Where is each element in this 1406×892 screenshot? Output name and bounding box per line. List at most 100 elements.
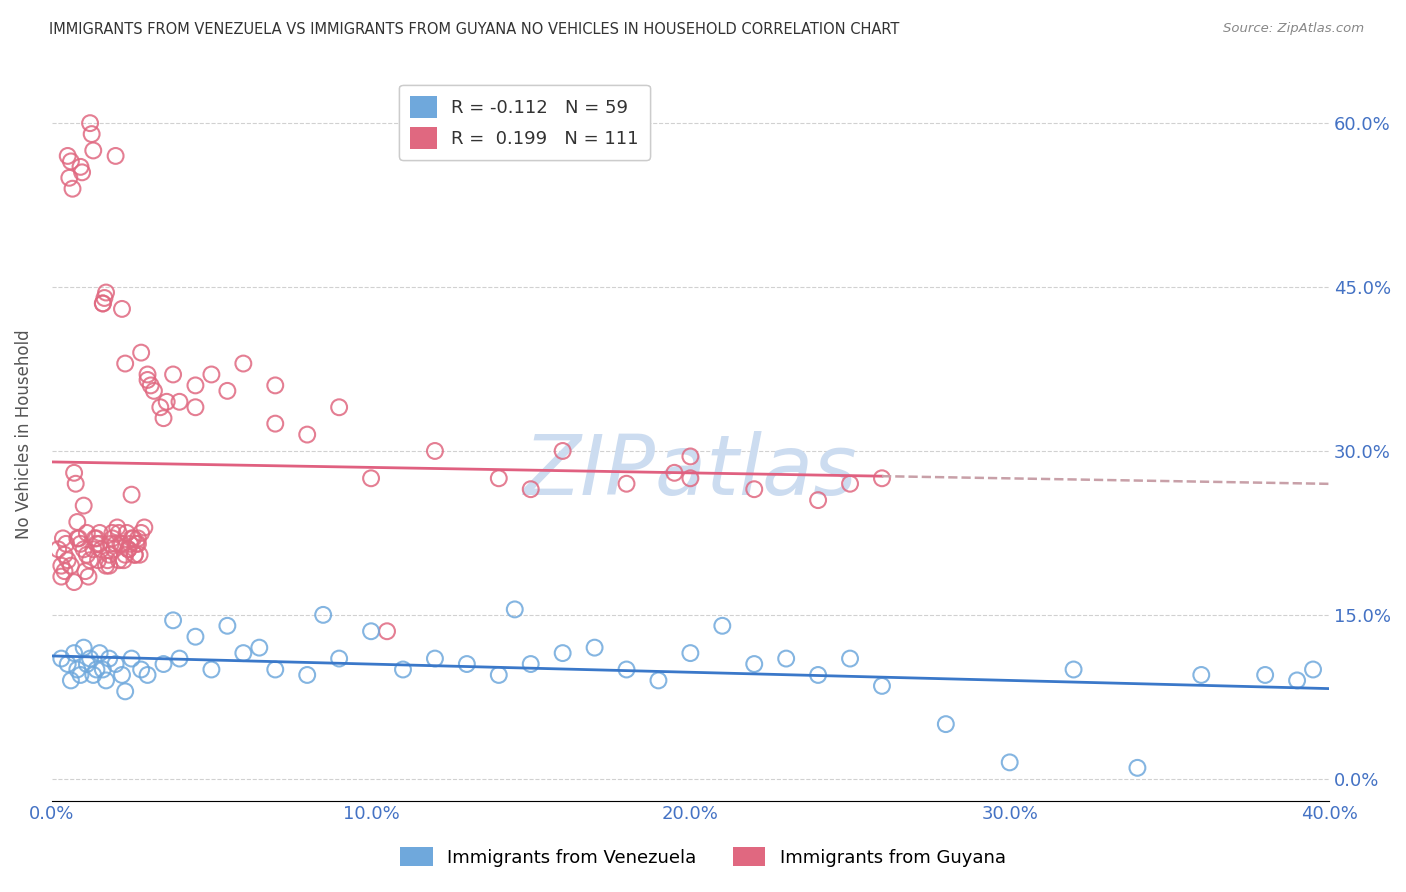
Point [75, 564, 97, 578]
Point [127, 532, 149, 546]
Point [247, 640, 270, 655]
Point [56, 657, 79, 671]
Point [870, 471, 893, 485]
Point [664, 466, 686, 480]
Point [53, 564, 76, 578]
Point [76, 548, 98, 562]
Point [312, 607, 335, 622]
Text: ZIPatlas: ZIPatlas [523, 431, 858, 512]
Point [58, 170, 80, 185]
Point [122, 532, 145, 546]
Point [97, 553, 120, 567]
Text: IMMIGRANTS FROM VENEZUELA VS IMMIGRANTS FROM GUYANA NO VEHICLES IN HOUSEHOLD COR: IMMIGRANTS FROM VENEZUELA VS IMMIGRANTS … [49, 22, 900, 37]
Point [121, 651, 143, 665]
Point [86, 537, 108, 551]
Point [82, 542, 104, 557]
Point [360, 471, 382, 485]
Point [65, 476, 87, 491]
Point [105, 520, 128, 534]
Point [998, 756, 1021, 770]
Point [129, 663, 152, 677]
Point [184, 378, 207, 392]
Point [56, 553, 79, 567]
Point [679, 471, 702, 485]
Point [62, 182, 84, 196]
Point [742, 482, 765, 496]
Point [423, 444, 446, 458]
Point [51, 569, 73, 583]
Point [128, 548, 150, 562]
Point [295, 668, 318, 682]
Legend: Immigrants from Venezuela, Immigrants from Guyana: Immigrants from Venezuela, Immigrants fr… [394, 840, 1012, 874]
Point [79, 116, 101, 130]
Point [360, 624, 382, 639]
Point [73, 640, 96, 655]
Point [112, 553, 135, 567]
Point [124, 548, 146, 562]
Point [1126, 761, 1149, 775]
Point [82, 144, 104, 158]
Point [142, 384, 165, 398]
Point [59, 154, 82, 169]
Point [616, 476, 638, 491]
Point [111, 537, 134, 551]
Point [742, 657, 765, 671]
Point [118, 537, 141, 551]
Point [121, 488, 143, 502]
Point [104, 657, 127, 671]
Point [66, 532, 89, 546]
Point [136, 368, 159, 382]
Point [94, 558, 117, 573]
Point [117, 542, 139, 557]
Point [217, 384, 239, 398]
Point [59, 558, 82, 573]
Point [103, 542, 125, 557]
Point [51, 558, 73, 573]
Point [69, 668, 91, 682]
Point [63, 646, 86, 660]
Point [679, 450, 702, 464]
Point [839, 476, 862, 491]
Point [114, 684, 136, 698]
Point [488, 471, 510, 485]
Point [52, 532, 75, 546]
Point [488, 668, 510, 682]
Point [551, 444, 574, 458]
Point [169, 651, 191, 665]
Point [121, 532, 143, 546]
Point [79, 553, 101, 567]
Point [129, 525, 152, 540]
Point [200, 368, 222, 382]
Point [107, 553, 129, 567]
Point [124, 548, 146, 562]
Point [69, 160, 91, 174]
Point [55, 537, 77, 551]
Point [1302, 663, 1324, 677]
Point [264, 417, 287, 431]
Point [91, 296, 114, 310]
Y-axis label: No Vehicles in Household: No Vehicles in Household [15, 330, 32, 540]
Point [711, 619, 734, 633]
Point [90, 542, 112, 557]
Point [114, 357, 136, 371]
Point [98, 558, 121, 573]
Point [101, 532, 124, 546]
Point [139, 378, 162, 392]
Point [156, 394, 179, 409]
Point [91, 663, 114, 677]
Point [503, 602, 526, 616]
Point [125, 537, 148, 551]
Point [935, 717, 957, 731]
Point [152, 657, 174, 671]
Point [69, 537, 91, 551]
Point [111, 301, 134, 316]
Point [80, 127, 103, 141]
Point [98, 651, 121, 665]
Point [56, 149, 79, 163]
Point [100, 537, 122, 551]
Point [807, 493, 830, 508]
Point [328, 651, 350, 665]
Point [217, 619, 239, 633]
Legend: R = -0.112   N = 59, R =  0.199   N = 111: R = -0.112 N = 59, R = 0.199 N = 111 [399, 85, 650, 160]
Point [63, 466, 86, 480]
